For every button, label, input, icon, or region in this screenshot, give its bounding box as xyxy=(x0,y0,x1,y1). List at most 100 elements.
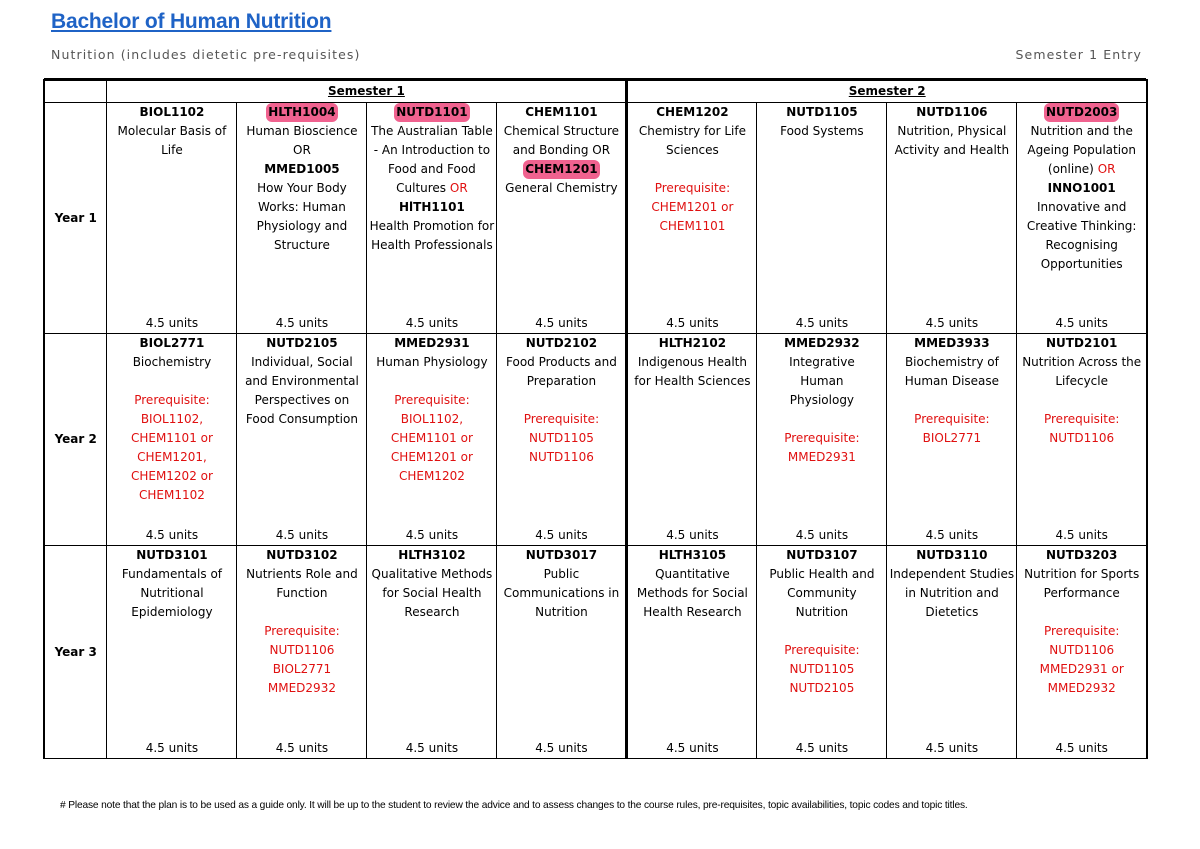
course-units: 4.5 units xyxy=(1055,316,1108,330)
prerequisite-list: NUTD1105 NUTD1106 xyxy=(528,431,594,464)
course-units: 4.5 units xyxy=(666,741,719,755)
alt-course-title: How Your Body Works: Human Physiology an… xyxy=(256,181,348,252)
course-title: Food Products and Preparation xyxy=(506,355,617,388)
course-title: Public Communications in Nutrition xyxy=(503,567,620,619)
prerequisite-list: NUTD1105 NUTD2105 xyxy=(789,662,855,695)
course-units: 4.5 units xyxy=(535,316,588,330)
prerequisite-label: Prerequisite: xyxy=(654,181,731,195)
course-code: HLTH3102 xyxy=(398,548,466,562)
course-units: 4.5 units xyxy=(535,528,588,542)
prerequisite-list: BIOL2771 xyxy=(922,431,982,445)
prerequisite-label: Prerequisite: xyxy=(914,412,990,426)
course-units: 4.5 units xyxy=(405,528,459,542)
entry-label: Semester 1 Entry xyxy=(1015,47,1142,62)
study-plan-table: Semester 1 Semester 2 Year 1 BIOL1102 Mo… xyxy=(43,79,1149,759)
course-cell: NUTD1101 The Australian Table - An Intro… xyxy=(366,102,498,334)
year-label: Year 1 xyxy=(43,102,108,334)
course-cell: NUTD3203 Nutrition for Sports Performanc… xyxy=(1016,545,1149,759)
course-title: Human Physiology xyxy=(376,355,488,369)
course-units: 4.5 units xyxy=(925,528,979,542)
alt-course-title: Innovative and Creative Thinking: Recogn… xyxy=(1026,200,1137,271)
alt-course-title: General Chemistry xyxy=(505,181,618,195)
alt-course-code: HlTH1101 xyxy=(399,200,465,214)
course-cell: NUTD3110 Independent Studies in Nutritio… xyxy=(886,545,1018,759)
year-row: Year 2 BIOL2771 Biochemistry Prerequisit… xyxy=(43,333,1149,546)
course-units: 4.5 units xyxy=(1055,528,1108,542)
course-cell: HLTH3105 Quantitative Methods for Social… xyxy=(625,545,758,759)
course-cell: NUTD2101 Nutrition Across the Lifecycle … xyxy=(1016,333,1149,546)
corner-cell xyxy=(43,79,108,103)
course-units: 4.5 units xyxy=(275,528,329,542)
course-code: NUTD3102 xyxy=(266,548,338,562)
course-cell: HLTH3102 Qualitative Methods for Social … xyxy=(366,545,498,759)
course-cell: NUTD2102 Food Products and Preparation P… xyxy=(496,333,628,546)
course-cell: MMED3933 Biochemistry of Human Disease P… xyxy=(886,333,1018,546)
course-code-highlighted: HLTH1004 xyxy=(266,103,338,122)
course-units: 4.5 units xyxy=(1055,741,1108,755)
course-units: 4.5 units xyxy=(145,316,199,330)
course-code: CHEM1101 xyxy=(525,105,598,119)
prerequisite-list: MMED2931 xyxy=(787,450,856,464)
prerequisite-label: Prerequisite: xyxy=(394,393,470,407)
prerequisite-list: NUTD1106 MMED2931 or MMED2932 xyxy=(1039,643,1124,695)
course-units: 4.5 units xyxy=(795,316,849,330)
page-title: Bachelor of Human Nutrition xyxy=(51,10,332,33)
prerequisite-list: BIOL1102, CHEM1101 or CHEM1201, CHEM1202… xyxy=(130,412,213,502)
course-code: HLTH2102 xyxy=(658,336,727,350)
course-cell: MMED2931 Human Physiology Prerequisite: … xyxy=(366,333,498,546)
course-cell: NUTD2003 Nutrition and the Ageing Popula… xyxy=(1016,102,1149,334)
course-units: 4.5 units xyxy=(145,741,199,755)
prerequisite-list: NUTD1106 BIOL2771 MMED2932 xyxy=(267,643,336,695)
course-title: Chemical Structure and Bonding OR xyxy=(503,124,620,157)
course-code: MMED2932 xyxy=(784,336,860,350)
course-code-highlighted: NUTD2003 xyxy=(1044,103,1120,122)
course-title: Nutrition for Sports Performance xyxy=(1024,567,1140,600)
year-label: Year 3 xyxy=(43,545,108,759)
course-units: 4.5 units xyxy=(925,316,979,330)
alt-course-title: Health Promotion for Health Professional… xyxy=(369,219,495,252)
semester-header-row: Semester 1 Semester 2 xyxy=(43,79,1149,103)
prerequisite-label: Prerequisite: xyxy=(134,393,210,407)
prerequisite-label: Prerequisite: xyxy=(784,643,860,657)
course-title: Qualitative Methods for Social Health Re… xyxy=(371,567,493,619)
course-cell: NUTD1106 Nutrition, Physical Activity an… xyxy=(886,102,1018,334)
course-title: Human Bioscience OR xyxy=(246,124,358,157)
course-code: MMED3933 xyxy=(914,336,990,350)
prerequisite-label: Prerequisite: xyxy=(264,624,340,638)
course-code: NUTD3110 xyxy=(916,548,988,562)
course-code: NUTD2101 xyxy=(1046,336,1118,350)
course-units: 4.5 units xyxy=(795,528,849,542)
year-row: Year 1 BIOL1102 Molecular Basis of Life … xyxy=(43,102,1149,334)
course-units: 4.5 units xyxy=(145,528,199,542)
course-title: Quantitative Methods for Social Health R… xyxy=(636,567,748,619)
course-cell: NUTD3017 Public Communications in Nutrit… xyxy=(496,545,628,759)
course-units: 4.5 units xyxy=(405,316,459,330)
course-units: 4.5 units xyxy=(795,741,849,755)
course-code: NUTD3203 xyxy=(1046,548,1118,562)
course-units: 4.5 units xyxy=(925,741,979,755)
course-code: NUTD2105 xyxy=(266,336,338,350)
course-cell: CHEM1202 Chemistry for Life Sciences Pre… xyxy=(625,102,758,334)
course-code: NUTD3017 xyxy=(525,548,598,562)
or-separator: OR xyxy=(1097,162,1116,176)
course-cell: NUTD1105 Food Systems 4.5 units xyxy=(756,102,888,334)
course-code: NUTD3107 xyxy=(786,548,858,562)
page-subtitle: Nutrition (includes dietetic pre-requisi… xyxy=(51,47,361,62)
course-title: Public Health and Community Nutrition xyxy=(769,567,875,619)
prerequisite-label: Prerequisite: xyxy=(1043,412,1120,426)
course-title: Nutrients Role and Function xyxy=(246,567,358,600)
course-title: Molecular Basis of Life xyxy=(117,124,227,157)
semester-2-header: Semester 2 xyxy=(625,79,1149,103)
course-code: NUTD3101 xyxy=(136,548,208,562)
course-title: Nutrition Across the Lifecycle xyxy=(1022,355,1142,388)
course-cell: NUTD3102 Nutrients Role and Function Pre… xyxy=(236,545,368,759)
course-code-highlighted: NUTD1101 xyxy=(394,103,470,122)
alt-course-code-highlighted: CHEM1201 xyxy=(523,160,600,179)
course-cell: NUTD3101 Fundamentals of Nutritional Epi… xyxy=(106,545,238,759)
alt-course-code: MMED1005 xyxy=(264,162,340,176)
header-divider xyxy=(44,78,1146,80)
course-title: Biochemistry xyxy=(132,355,212,369)
course-units: 4.5 units xyxy=(666,528,719,542)
course-title: Indigenous Health for Health Sciences xyxy=(634,355,751,388)
course-title: The Australian Table - An Introduction t… xyxy=(371,124,493,195)
